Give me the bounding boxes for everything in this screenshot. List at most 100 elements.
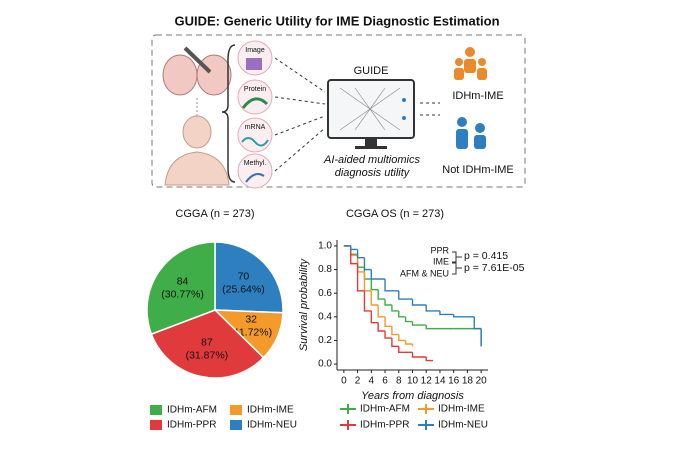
survival-step — [425, 325, 454, 330]
survival-step — [384, 279, 399, 292]
survival-step — [411, 321, 427, 326]
x-tick-label: 12 — [421, 376, 433, 387]
people-icons — [454, 47, 487, 149]
omics-label: mRNA — [245, 124, 266, 131]
x-tick-label: 0 — [341, 376, 347, 387]
pie-slice — [214, 241, 284, 314]
survival-step — [473, 316, 482, 330]
x-tick-label: 2 — [355, 376, 361, 387]
x-tick-label: 18 — [462, 376, 474, 387]
survival-step — [350, 245, 358, 251]
pie-slice — [146, 241, 216, 336]
slice-label: 84 (30.77%) — [161, 275, 204, 300]
legend-label: IDHm-AFM — [167, 405, 217, 416]
annotation: p = 0.415 — [464, 250, 508, 262]
legend-swatch — [230, 420, 242, 430]
output-label: IDHm-IME — [452, 90, 503, 102]
chart-title: CGGA (n = 273) — [175, 208, 254, 220]
model-caption: diagnosis utility — [335, 167, 411, 179]
survival-step — [439, 310, 454, 316]
monitor — [327, 79, 415, 149]
x-tick-label: 16 — [448, 376, 460, 387]
arrows — [274, 57, 440, 172]
survival-step — [398, 290, 413, 300]
survival-step — [398, 346, 413, 353]
survival-step — [404, 340, 413, 345]
survival-step — [377, 322, 386, 332]
y-tick-label: 0.8 — [318, 264, 332, 275]
slice-label: 87 (31.87%) — [186, 336, 229, 361]
legend-label: IDHm-AFM — [360, 404, 410, 415]
annotation: p = 7.61E-05 — [464, 262, 525, 274]
survival-step — [411, 352, 427, 358]
survival-step — [356, 254, 365, 268]
survival-step — [384, 316, 392, 327]
chart-title: CGGA OS (n = 273) — [346, 208, 444, 220]
output-label: Not IDHm-IME — [442, 164, 514, 176]
survival-step — [370, 290, 379, 306]
survival-step — [370, 310, 379, 324]
survival-step — [370, 279, 379, 291]
survival-step — [425, 305, 440, 312]
survival-step — [384, 331, 392, 339]
omics-label: Protein — [244, 86, 266, 93]
survival-step — [391, 338, 399, 348]
x-axis-label: Years from diagnosis — [361, 390, 464, 402]
y-tick-label: 0.0 — [318, 359, 332, 370]
annotation: AFM & NEU — [400, 268, 449, 278]
y-tick-label: 1.0 — [318, 241, 332, 252]
legend-symbol — [418, 420, 434, 430]
survival-step — [384, 299, 392, 306]
survival-step — [363, 257, 372, 271]
pie-slice — [150, 309, 265, 379]
survival-step — [363, 271, 372, 292]
legend-label: IDHm-PPR — [360, 420, 409, 431]
legend-label: IDHm-PPR — [167, 420, 216, 431]
survival-step — [350, 245, 358, 265]
slice-label: 70 (25.64%) — [222, 270, 265, 295]
survival-step — [404, 316, 413, 323]
figure-title: GUIDE: Generic Utility for IME Diagnosti… — [174, 13, 499, 28]
survival-step — [391, 326, 399, 336]
annotation: IME — [433, 256, 449, 266]
y-tick-label: 0.4 — [318, 311, 332, 322]
survival-step — [356, 263, 365, 292]
survival-step — [370, 269, 386, 280]
y-tick-label: 0.2 — [318, 335, 332, 346]
p-bracket — [452, 251, 462, 263]
legend-label: IDHm-NEU — [247, 420, 297, 431]
x-tick-label: 14 — [434, 376, 446, 387]
x-tick-label: 20 — [476, 376, 488, 387]
survival-step — [377, 289, 386, 300]
legend-label: IDHm-IME — [247, 405, 294, 416]
legend-symbol — [340, 404, 356, 414]
survival-step — [398, 334, 406, 342]
p-bracket — [452, 262, 462, 275]
x-tick-label: 4 — [369, 376, 375, 387]
legend-label: IDHm-NEU — [438, 420, 488, 431]
survival-step — [452, 314, 468, 318]
y-axis-label: Survival probability — [298, 257, 310, 351]
legend-swatch — [150, 405, 162, 415]
omics-label: Image — [245, 47, 265, 54]
x-tick-label: 8 — [396, 376, 402, 387]
legend-symbol — [340, 420, 356, 430]
survival-step — [425, 357, 434, 362]
model-label: GUIDE — [354, 65, 389, 77]
patient-illustration — [162, 44, 236, 186]
survival-step — [356, 249, 365, 259]
x-tick-label: 6 — [382, 376, 388, 387]
survival-step — [377, 305, 386, 318]
y-tick-label: 0.6 — [318, 288, 332, 299]
survival-step — [398, 310, 406, 318]
survival-step — [391, 305, 399, 312]
legend-label: IDHm-IME — [438, 404, 485, 415]
omics-label: Methyl. — [244, 160, 267, 167]
annotation: PPR — [430, 245, 449, 255]
x-tick-label: 10 — [407, 376, 419, 387]
survival-step — [363, 290, 372, 312]
legend-swatch — [150, 420, 162, 430]
omics-icons — [237, 40, 273, 189]
